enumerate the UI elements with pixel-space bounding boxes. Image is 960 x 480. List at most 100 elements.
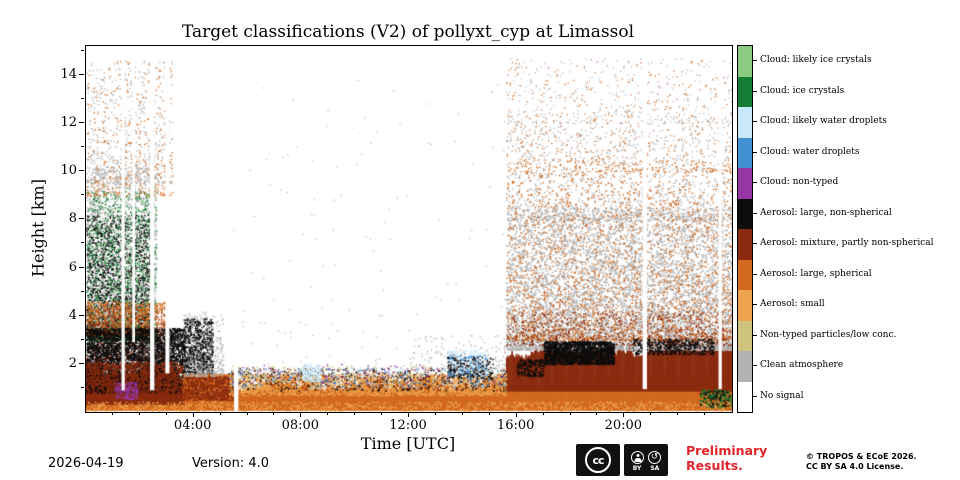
y-minor-tick <box>81 290 84 292</box>
x-minor-tick <box>434 412 436 415</box>
cc-icon-label: cc <box>592 453 604 467</box>
y-major-tick <box>79 122 84 124</box>
cc-logo-box: cc <box>576 444 620 476</box>
x-minor-tick <box>704 412 706 415</box>
legend-tick <box>753 365 757 367</box>
legend-tick <box>753 121 757 123</box>
copyright-line1: © TROPOS & ECoE 2026. <box>806 452 917 461</box>
cc-by-label: BY <box>632 465 642 472</box>
x-minor-tick <box>111 412 113 415</box>
y-tick-label: 12 <box>60 115 77 131</box>
legend-swatch <box>738 259 752 290</box>
cc-sa-arrows-icon: ↺ <box>648 451 661 464</box>
legend-label: Aerosol: large, spherical <box>760 268 872 279</box>
share-alike-arrow-icon: ↺ <box>650 452 659 462</box>
x-major-tick <box>192 412 194 417</box>
x-major-tick <box>300 412 302 417</box>
legend-label: Cloud: likely water droplets <box>760 116 887 127</box>
x-minor-tick <box>569 412 571 415</box>
legend-label: Aerosol: mixture, partly non-spherical <box>760 238 934 249</box>
x-minor-tick <box>596 412 598 415</box>
legend-tick <box>753 90 757 92</box>
y-minor-tick <box>81 194 84 196</box>
cc-sa-label: SA <box>650 465 660 472</box>
legend-swatch <box>738 351 752 382</box>
cc-by-sa-caption: BY SA <box>633 465 660 472</box>
footer-date: 2026-04-19 <box>48 456 124 471</box>
cc-icon: cc <box>585 447 611 473</box>
copyright-line2: CC BY SA 4.0 License. <box>806 462 904 471</box>
x-minor-tick <box>246 412 248 415</box>
y-minor-tick <box>81 97 84 99</box>
x-tick-label: 16:00 <box>496 418 535 433</box>
y-major-tick <box>79 73 84 75</box>
x-minor-tick <box>165 412 167 415</box>
legend-swatch <box>738 290 752 321</box>
y-minor-tick <box>81 146 84 148</box>
y-minor-tick <box>81 338 84 340</box>
y-minor-tick <box>81 49 84 51</box>
x-major-tick <box>408 412 409 417</box>
cc-by-sa-icons: ↺ <box>631 451 661 464</box>
legend-swatch <box>738 198 752 229</box>
legend-tick <box>753 395 757 397</box>
person-body-icon <box>634 458 641 462</box>
preliminary-note: Preliminary Results. <box>686 443 767 473</box>
x-axis-label: Time [UTC] <box>360 434 456 453</box>
y-major-tick <box>79 218 84 220</box>
legend-label: Cloud: ice crystals <box>760 85 845 96</box>
legend-tick <box>753 243 757 245</box>
x-minor-tick <box>677 412 679 415</box>
legend-tick <box>753 212 757 214</box>
x-tick-label: 08:00 <box>281 418 320 433</box>
legend-tick <box>753 334 757 336</box>
y-axis-label: Height [km] <box>28 179 48 277</box>
footer-version: Version: 4.0 <box>192 456 269 471</box>
legend-swatch <box>738 320 752 351</box>
legend-label: Aerosol: large, non-spherical <box>760 207 892 218</box>
cc-by-sa-box: ↺ BY SA <box>624 444 668 476</box>
y-tick-label: 14 <box>60 66 77 82</box>
x-minor-tick <box>461 412 463 415</box>
preliminary-line1: Preliminary <box>686 443 768 458</box>
x-minor-tick <box>650 412 652 415</box>
y-minor-tick <box>81 386 84 388</box>
x-major-tick <box>623 412 625 417</box>
legend-tick <box>753 151 757 153</box>
legend-tick <box>753 60 757 62</box>
legend-swatch <box>738 137 752 168</box>
y-tick-label: 8 <box>68 211 77 227</box>
legend-swatch <box>738 229 752 260</box>
y-major-tick <box>79 170 84 172</box>
legend-label: Clean atmosphere <box>760 360 844 371</box>
legend-colorbar <box>737 45 753 413</box>
y-major-tick <box>79 266 84 268</box>
x-minor-tick <box>327 412 329 415</box>
legend-label: Cloud: likely ice crystals <box>760 55 872 66</box>
x-minor-tick <box>138 412 140 415</box>
x-minor-tick <box>219 412 221 415</box>
chart-title: Target classifications (V2) of pollyxt_c… <box>181 22 635 42</box>
y-tick-label: 2 <box>68 355 77 371</box>
copyright-note: © TROPOS & ECoE 2026. CC BY SA 4.0 Licen… <box>806 452 917 472</box>
x-tick-label: 12:00 <box>389 418 427 433</box>
legend-swatch <box>738 381 752 412</box>
legend-label: No signal <box>760 390 804 401</box>
y-tick-label: 6 <box>68 259 77 275</box>
x-minor-tick <box>488 412 490 415</box>
y-major-tick <box>79 314 84 316</box>
y-major-tick <box>79 362 84 364</box>
x-tick-label: 20:00 <box>604 418 643 433</box>
legend-swatch <box>738 76 752 107</box>
cc-by-person-icon <box>631 451 644 464</box>
legend-swatch <box>738 168 752 199</box>
legend-tick <box>753 304 757 306</box>
legend-label: Cloud: non-typed <box>760 177 839 188</box>
y-minor-tick <box>81 242 84 244</box>
cc-license-badge: cc ↺ BY SA <box>576 444 668 476</box>
x-major-tick <box>515 412 517 417</box>
legend-tick <box>753 273 757 275</box>
x-tick-label: 04:00 <box>173 418 212 433</box>
person-head-icon <box>636 453 639 457</box>
